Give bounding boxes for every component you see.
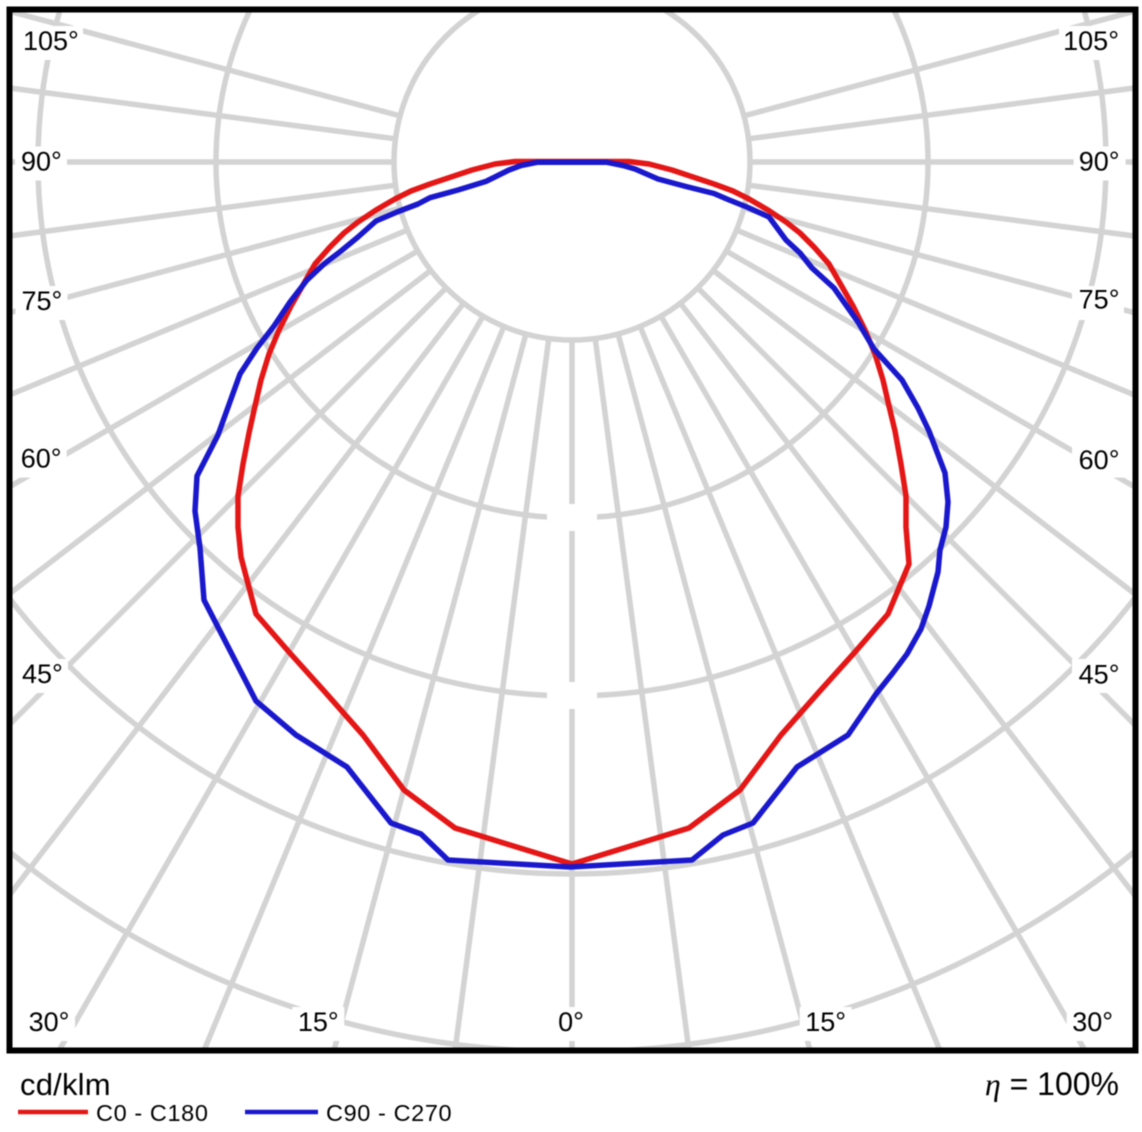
svg-text:75°: 75°	[1079, 285, 1120, 315]
svg-text:90°: 90°	[1079, 147, 1120, 177]
svg-text:30°: 30°	[29, 1007, 70, 1037]
svg-text:105°: 105°	[23, 26, 79, 56]
svg-text:60°: 60°	[1079, 445, 1120, 475]
svg-text:105°: 105°	[1063, 26, 1119, 56]
svg-text:cd/klm: cd/klm	[20, 1067, 111, 1102]
svg-text:C0 - C180: C0 - C180	[96, 1100, 209, 1126]
svg-text:45°: 45°	[1079, 660, 1120, 690]
svg-text:90°: 90°	[21, 147, 62, 177]
svg-text:15°: 15°	[805, 1007, 846, 1037]
svg-text:45°: 45°	[22, 659, 63, 689]
svg-text:60°: 60°	[21, 444, 62, 474]
svg-text:C90 - C270: C90 - C270	[326, 1100, 452, 1126]
svg-text:30°: 30°	[1072, 1007, 1113, 1037]
svg-text:0°: 0°	[558, 1007, 584, 1037]
svg-text:15°: 15°	[298, 1007, 339, 1037]
svg-text:75°: 75°	[22, 286, 63, 316]
svg-text:η = 100%: η = 100%	[985, 1066, 1119, 1102]
